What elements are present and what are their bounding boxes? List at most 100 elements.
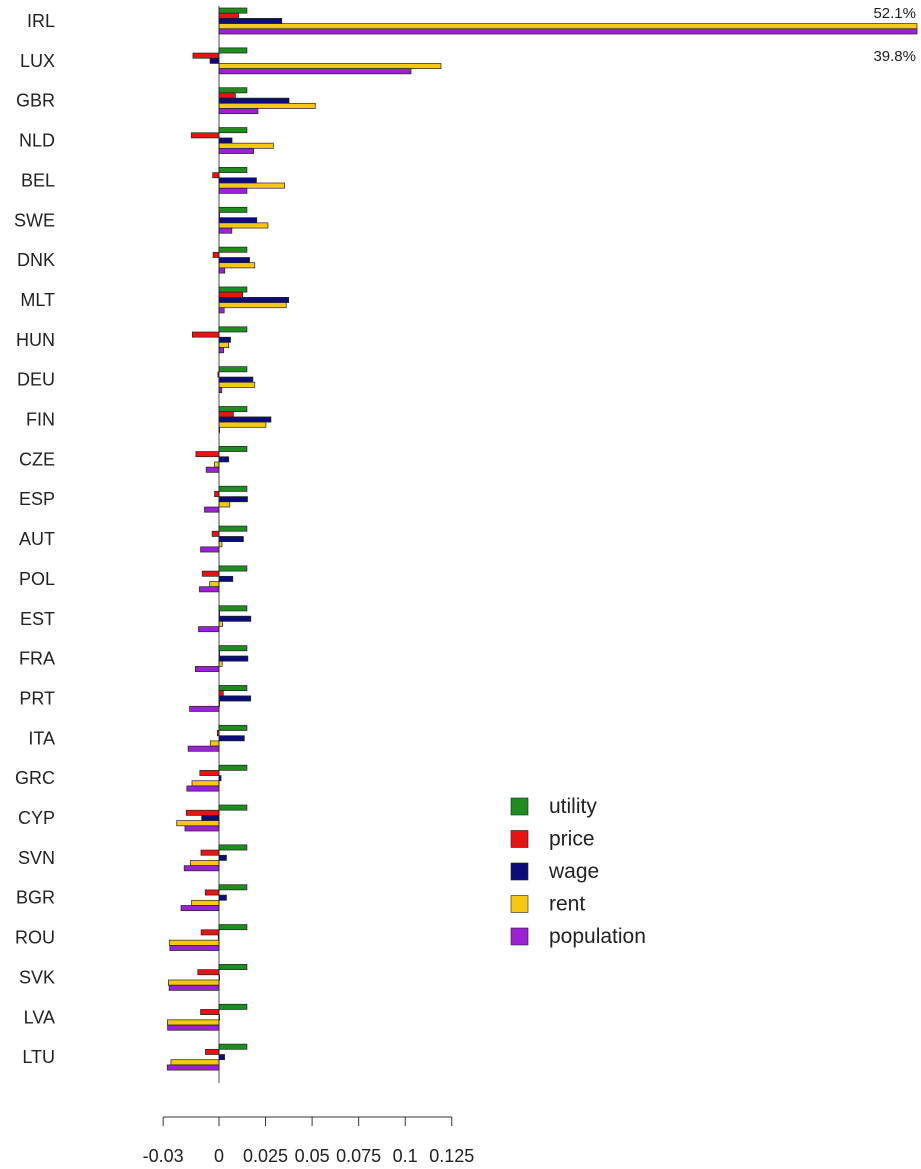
category-label: MLT xyxy=(20,290,55,310)
legend-swatch-utility xyxy=(510,797,529,816)
bar-cyp-rent xyxy=(176,820,220,827)
bar-svk-population xyxy=(168,984,220,991)
bar-esp-rent xyxy=(218,501,231,508)
bar-svk-utility xyxy=(218,964,248,970)
legend-swatch-price xyxy=(510,830,529,848)
legend-label-utility: utility xyxy=(549,795,597,818)
bar-pol-utility xyxy=(218,565,248,572)
bar-fra-wage xyxy=(218,655,249,662)
bar-gbr-wage xyxy=(218,97,290,104)
bar-bel-rent xyxy=(218,182,285,189)
category-label: LTU xyxy=(22,1047,55,1067)
bar-lux-utility xyxy=(218,47,248,54)
bar-esp-price xyxy=(214,491,220,497)
bar-aut-wage xyxy=(218,536,244,543)
bar-mlt-price xyxy=(218,291,243,298)
bar-nld-population xyxy=(218,148,254,154)
bar-pol-population xyxy=(199,586,220,593)
bar-nld-utility xyxy=(218,127,248,134)
legend-label-population: population xyxy=(549,925,646,948)
category-label: SVK xyxy=(19,967,55,987)
bar-dnk-wage xyxy=(218,257,250,264)
category-label: FRA xyxy=(19,649,55,669)
bar-bgr-utility xyxy=(218,884,248,891)
bar-deu-rent xyxy=(218,381,256,388)
x-tick-label: 0 xyxy=(214,1146,224,1166)
category-label: FIN xyxy=(26,410,55,430)
bar-mlt-utility xyxy=(218,286,248,293)
bar-ltu-population xyxy=(166,1064,220,1071)
bar-deu-utility xyxy=(218,366,248,373)
overflow-annotations: 52.1% 39.8% xyxy=(873,5,916,65)
bar-est-wage xyxy=(218,615,252,622)
bar-svn-price xyxy=(200,849,220,856)
bar-nld-price xyxy=(190,132,220,139)
bar-deu-wage xyxy=(218,376,254,383)
bar-lva-population xyxy=(167,1024,220,1031)
bar-pol-rent xyxy=(209,581,220,588)
bar-prt-price xyxy=(218,690,224,697)
bar-dnk-price xyxy=(212,251,220,258)
bar-gbr-population xyxy=(218,108,259,115)
category-label: LUX xyxy=(20,51,55,71)
bar-irl-rent xyxy=(218,23,918,30)
bar-fin-utility xyxy=(218,406,248,413)
bar-svn-utility xyxy=(218,844,248,851)
bar-gbr-utility xyxy=(218,87,248,94)
bar-dnk-population xyxy=(218,267,226,274)
category-label: DNK xyxy=(17,250,55,270)
bar-irl-price xyxy=(218,12,239,19)
legend-label-wage: wage xyxy=(548,860,599,883)
bar-gbr-price xyxy=(218,92,236,99)
bar-rou-utility xyxy=(218,924,248,931)
bar-hun-price xyxy=(192,331,220,338)
bar-aut-rent xyxy=(218,541,223,548)
bar-hun-wage xyxy=(218,336,231,343)
bar-bgr-wage xyxy=(218,894,227,901)
bar-bel-population xyxy=(218,187,248,194)
bar-pol-price xyxy=(201,570,220,577)
bar-dnk-utility xyxy=(218,246,248,253)
category-label: GRC xyxy=(15,768,55,788)
bar-aut-population xyxy=(200,546,220,553)
bar-svk-rent xyxy=(168,979,220,986)
x-tick-label: -0.03 xyxy=(143,1146,184,1166)
bar-pol-wage xyxy=(218,575,234,582)
bar-lux-price xyxy=(192,52,220,59)
category-label: BGR xyxy=(16,888,55,908)
bar-est-rent xyxy=(218,620,223,627)
bar-mlt-rent xyxy=(218,302,287,309)
bar-prt-utility xyxy=(218,685,248,692)
bar-nld-wage xyxy=(218,137,233,144)
category-label: SVN xyxy=(18,848,55,868)
bar-esp-utility xyxy=(218,485,248,492)
overflow-label-irl-population: 39.8% xyxy=(873,48,916,65)
bar-aut-utility xyxy=(218,525,248,532)
category-label: PRT xyxy=(19,688,55,708)
bar-svn-population xyxy=(183,865,220,872)
legend: utility price wage rent population xyxy=(510,795,646,948)
bar-hun-population xyxy=(218,347,225,354)
bar-svk-price xyxy=(197,969,220,976)
bar-ltu-rent xyxy=(170,1059,220,1066)
bar-rou-population xyxy=(169,944,220,951)
bar-prt-population xyxy=(189,705,220,712)
category-label: ITA xyxy=(28,728,55,748)
bar-rou-rent xyxy=(168,939,220,946)
bar-lux-population xyxy=(218,68,412,75)
category-label: ESP xyxy=(19,489,55,509)
bar-fra-utility xyxy=(218,645,248,652)
bar-svn-wage xyxy=(218,854,227,861)
bar-bgr-population xyxy=(180,905,220,912)
bar-ita-utility xyxy=(218,724,248,731)
bar-grc-utility xyxy=(218,764,248,771)
bar-fin-price xyxy=(218,411,234,418)
bar-lva-rent xyxy=(167,1019,220,1026)
bar-aut-price xyxy=(211,530,220,537)
bar-lva-utility xyxy=(218,1003,248,1010)
legend-swatch-rent xyxy=(510,895,529,913)
bar-ita-wage xyxy=(218,735,245,742)
category-label: LVA xyxy=(24,1007,55,1027)
bar-bel-wage xyxy=(218,177,257,184)
